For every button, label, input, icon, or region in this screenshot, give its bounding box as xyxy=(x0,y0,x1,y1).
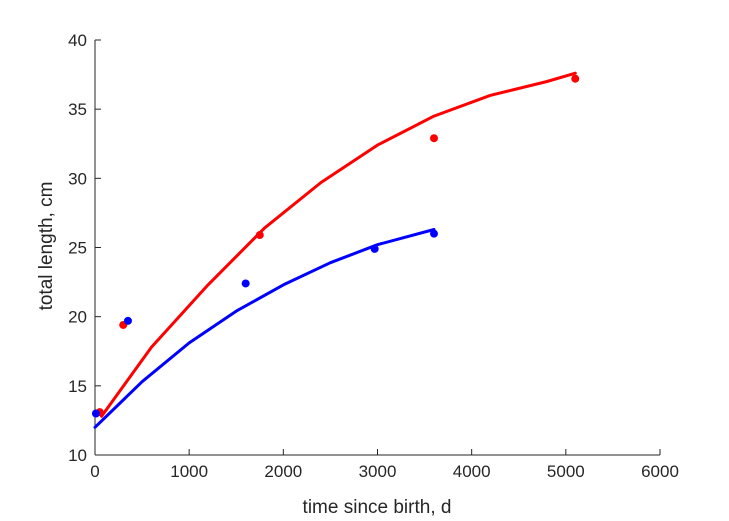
x-tick-label: 0 xyxy=(90,462,99,481)
x-tick-label: 3000 xyxy=(359,462,397,481)
fit-curve-1 xyxy=(100,71,577,418)
data-point-series-1 xyxy=(571,74,580,83)
fit-curve-2 xyxy=(93,228,436,429)
fit-curves xyxy=(93,71,577,429)
y-tick-label: 20 xyxy=(68,308,87,327)
data-point-series-2 xyxy=(241,279,250,288)
x-tick-label: 6000 xyxy=(641,462,679,481)
data-point-series-1 xyxy=(430,134,438,143)
x-axis-label: time since birth, d xyxy=(303,497,452,518)
y-tick-label: 15 xyxy=(68,377,87,396)
y-tick-label: 35 xyxy=(68,100,87,119)
data-point-series-1 xyxy=(255,231,264,240)
y-tick-label: 10 xyxy=(68,446,87,465)
x-tick-label: 5000 xyxy=(547,462,585,481)
data-point-series-2 xyxy=(370,244,379,253)
y-axis-label: total length, cm xyxy=(36,182,57,311)
data-point-series-2 xyxy=(430,229,438,238)
y-tick-label: 30 xyxy=(68,169,87,188)
data-point-series-2 xyxy=(91,409,100,418)
axes: 0 1000 2000 3000 4000 5000 6000 10 15 20 25 30 35 40 xyxy=(68,31,679,481)
data-points xyxy=(91,74,580,418)
x-tick-label: 2000 xyxy=(264,462,302,481)
y-tick-label: 25 xyxy=(68,239,87,258)
y-tick-label: 40 xyxy=(68,31,87,50)
x-tick-label: 4000 xyxy=(453,462,491,481)
x-tick-label: 1000 xyxy=(170,462,208,481)
data-point-series-2 xyxy=(123,316,132,325)
